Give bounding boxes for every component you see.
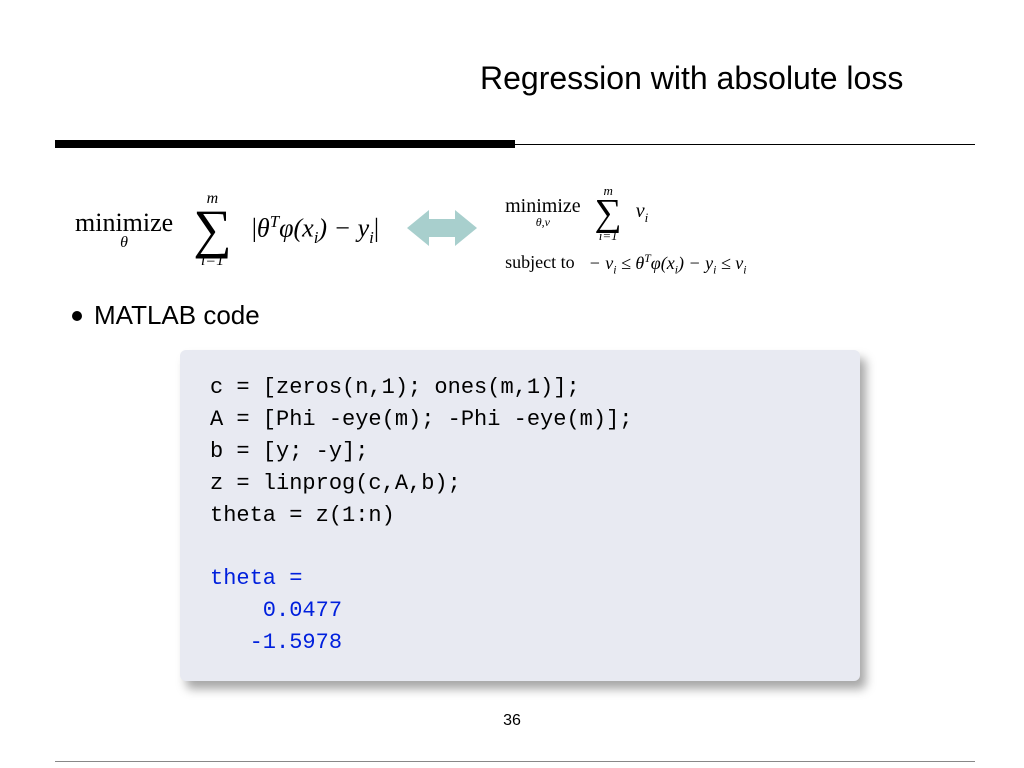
right-constraint-row: subject to − νi ≤ θTφ(xi) − yi ≤ νi (505, 252, 746, 277)
math-left-problem: minimize θ m ∑ i=1 |θTφ(xi) − yi| (75, 191, 379, 269)
equivalence-arrow-icon (407, 206, 477, 255)
sum-lower: i=1 (599, 229, 618, 242)
code-body: c = [zeros(n,1); ones(m,1)]; A = [Phi -e… (210, 375, 632, 528)
matlab-code-box: c = [zeros(n,1); ones(m,1)]; A = [Phi -e… (180, 350, 860, 681)
title-underline-thin (55, 144, 975, 145)
bullet-icon (72, 311, 82, 321)
right-objective-row: minimize θ,ν m ∑ i=1 νi (505, 184, 746, 242)
abs-loss-expression: |θTφ(xi) − yi| (252, 212, 379, 248)
objective-expression: νi (636, 200, 649, 226)
constraint-expression: − νi ≤ θTφ(xi) − yi ≤ νi (589, 252, 747, 277)
slide-title: Regression with absolute loss (480, 60, 903, 97)
bullet-item: MATLAB code (72, 300, 260, 331)
sum-lower: i=1 (201, 253, 224, 269)
bullet-label: MATLAB code (94, 300, 260, 331)
sigma-symbol: ∑ (193, 207, 232, 253)
subject-to-label: subject to (505, 252, 575, 273)
summation-left: m ∑ i=1 (193, 191, 232, 269)
page-number: 36 (0, 712, 1024, 730)
footer-divider (55, 761, 975, 762)
summation-right: m ∑ i=1 (595, 184, 622, 242)
math-equivalence-row: minimize θ m ∑ i=1 |θTφ(xi) − yi| minimi… (75, 175, 955, 285)
sigma-symbol: ∑ (595, 197, 622, 229)
minimize-operator-right: minimize θ,ν (505, 195, 581, 230)
math-right-problem: minimize θ,ν m ∑ i=1 νi subject to − νi … (505, 184, 746, 277)
code-output: theta = 0.0477 -1.5978 (210, 566, 342, 655)
minimize-operator-left: minimize θ (75, 208, 173, 252)
